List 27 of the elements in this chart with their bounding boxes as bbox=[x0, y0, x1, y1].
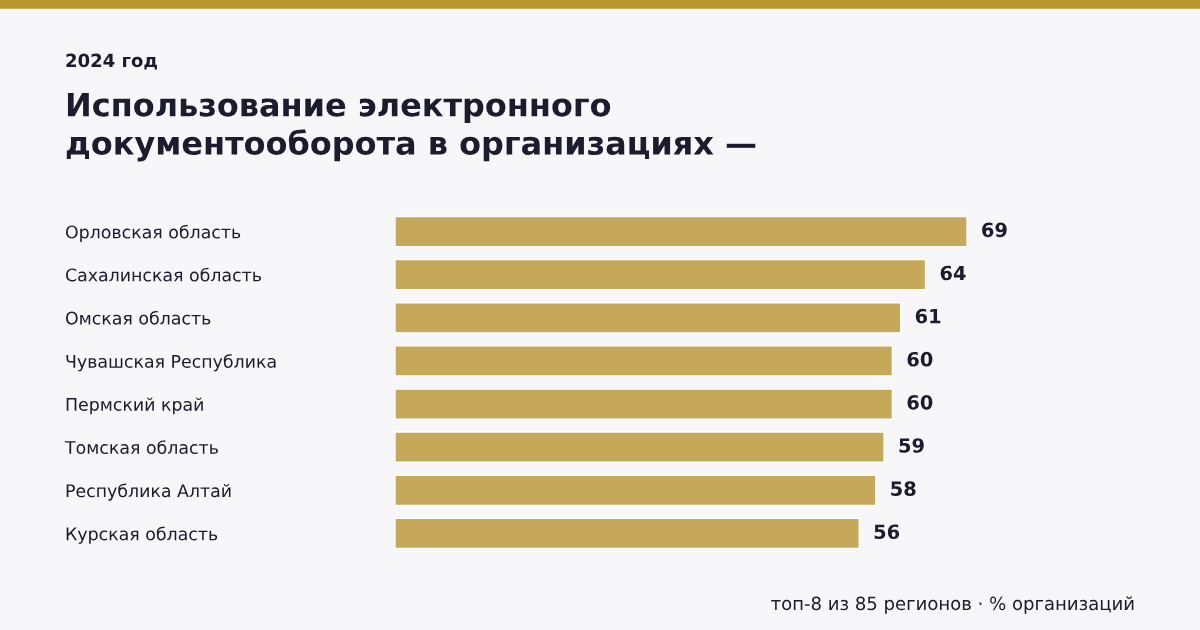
bar bbox=[395, 517, 860, 550]
data-label: 60 bbox=[907, 395, 933, 410]
y-tick-label: Республика Алтай bbox=[66, 483, 231, 501]
y-tick-label: Омская область bbox=[65, 310, 211, 325]
bar bbox=[395, 258, 927, 291]
data-label: 61 bbox=[915, 308, 941, 324]
bar bbox=[395, 388, 894, 420]
data-label: 56 bbox=[874, 524, 900, 540]
y-tick-label: Сахалинская область bbox=[65, 267, 261, 282]
bar bbox=[395, 474, 877, 507]
text: топ-8 из 85 регионов · % организаций bbox=[771, 596, 1134, 614]
y-tick-label: Орловская область bbox=[65, 224, 241, 242]
y-tick-label: Чувашская Республика bbox=[66, 354, 276, 372]
text: 2024 год bbox=[66, 53, 157, 70]
chart-title: Использование электронного документооборота в организациях — bbox=[66, 92, 756, 162]
y-tick-label: Томская область bbox=[64, 440, 218, 455]
bar bbox=[395, 431, 885, 463]
bar bbox=[395, 345, 894, 377]
data-label: 59 bbox=[899, 438, 924, 453]
data-label: 58 bbox=[891, 481, 916, 496]
bar bbox=[395, 215, 968, 248]
y-tick-label: Курская область bbox=[66, 526, 218, 544]
data-label: 60 bbox=[907, 351, 933, 367]
y-tick-label: Пермский край bbox=[66, 397, 203, 415]
data-label: 64 bbox=[940, 265, 966, 281]
bar bbox=[395, 302, 902, 334]
data-label: 69 bbox=[982, 222, 1007, 238]
